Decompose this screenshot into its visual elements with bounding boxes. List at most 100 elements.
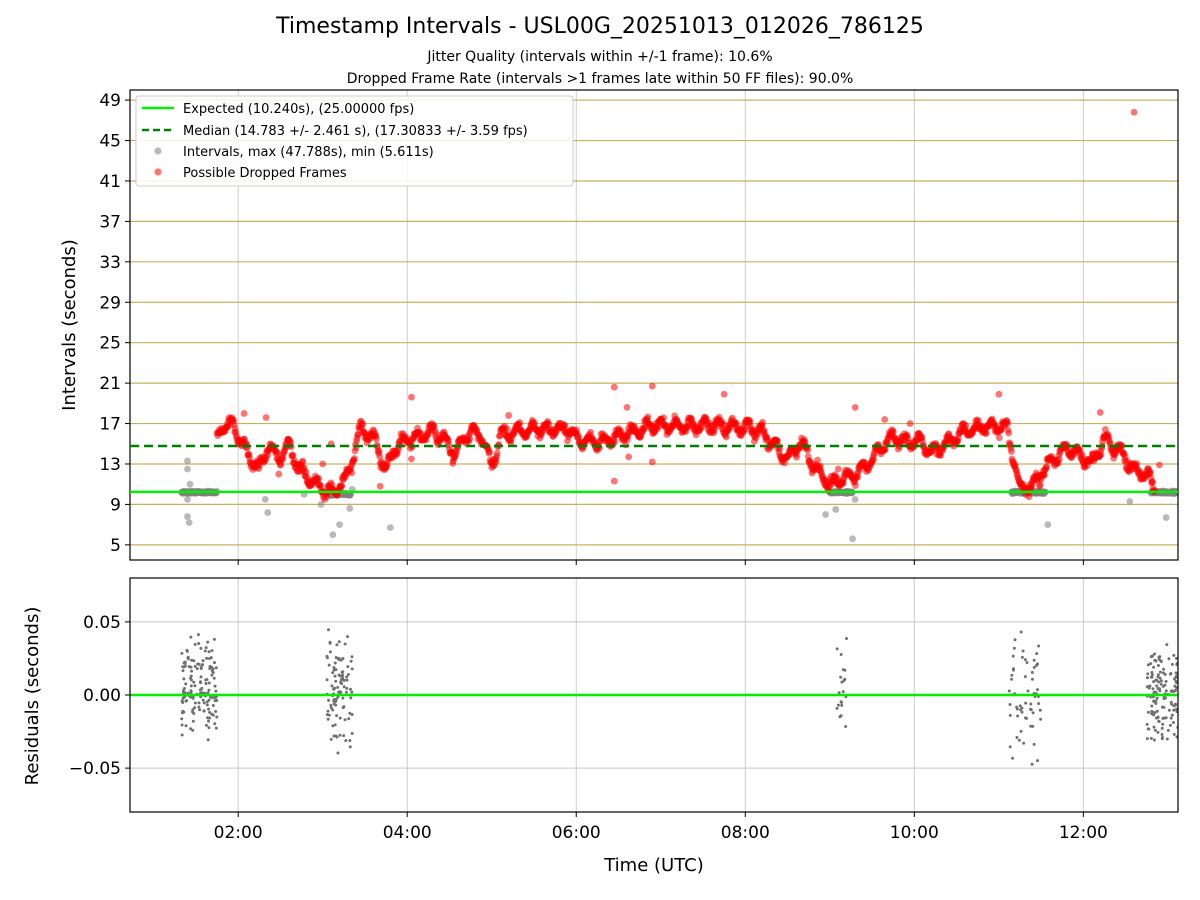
residual-point	[1151, 687, 1155, 691]
dropped-frame-point	[906, 420, 914, 427]
residual-point	[334, 668, 338, 672]
residual-point	[1161, 671, 1165, 675]
residual-point	[1162, 667, 1166, 671]
interval-point	[851, 495, 859, 503]
dropped-frame-point	[240, 410, 248, 417]
residual-point	[1157, 657, 1161, 661]
residual-point	[348, 745, 352, 749]
residual-point	[210, 669, 214, 673]
residual-point	[201, 698, 205, 702]
residual-point	[204, 646, 208, 650]
interval-point	[184, 513, 191, 520]
residual-point	[184, 724, 188, 728]
x-tick-label: 06:00	[552, 823, 601, 843]
dropped-frame-point	[1118, 442, 1126, 450]
dropped-frame-point	[486, 448, 493, 456]
residual-point	[1038, 708, 1042, 712]
residual-point	[215, 715, 219, 719]
dropped-frame-point	[531, 419, 538, 427]
residual-point	[1146, 672, 1150, 676]
residual-point	[348, 687, 352, 691]
residual-point	[1171, 720, 1175, 724]
residual-point	[1010, 677, 1014, 681]
residual-point	[1032, 658, 1036, 662]
residual-point	[341, 673, 345, 677]
residual-point	[187, 665, 191, 669]
residual-point	[1170, 662, 1174, 666]
residual-point	[193, 701, 197, 705]
dropped-frame-point	[995, 434, 1003, 442]
residual-point	[1152, 665, 1156, 669]
dropped-frame-point	[1097, 451, 1105, 458]
residual-point	[342, 734, 346, 738]
residual-point	[1012, 646, 1016, 650]
residual-point	[185, 649, 189, 653]
dropped-frame-point	[1096, 409, 1104, 416]
residual-point	[345, 678, 349, 682]
dropped-frame-point	[1130, 108, 1138, 116]
residual-point	[334, 734, 338, 738]
interval-point	[184, 457, 191, 465]
residual-point	[1155, 684, 1159, 688]
residual-point	[198, 681, 202, 685]
dropped-frame-point	[804, 446, 812, 454]
y-tick-label: 13	[99, 455, 121, 475]
dropped-frame-point	[814, 456, 821, 464]
residual-point	[1019, 630, 1023, 634]
residual-point	[197, 701, 201, 705]
residual-point	[207, 681, 211, 685]
legend-median-label: Median (14.783 +/- 2.461 s), (17.30833 +…	[183, 124, 528, 139]
residual-point	[203, 649, 207, 653]
residual-point	[1168, 672, 1172, 676]
residual-point	[332, 702, 336, 706]
dropped-frame-point	[852, 482, 859, 489]
residual-point	[207, 719, 211, 723]
residual-point	[1015, 736, 1019, 740]
dropped-frame-point	[444, 436, 452, 444]
residual-point	[840, 680, 844, 684]
dropped-frame-point	[1008, 448, 1015, 455]
residual-point	[186, 655, 190, 659]
residual-point	[1150, 673, 1154, 677]
residual-point	[1159, 679, 1163, 683]
y-tick-label: 0.05	[83, 613, 121, 633]
chart-subtitle-dropped: Dropped Frame Rate (intervals >1 frames …	[346, 71, 854, 87]
residual-point	[207, 707, 211, 711]
interval-point	[329, 531, 337, 539]
x-tick-label: 04:00	[383, 823, 432, 843]
dropped-frame-point	[854, 473, 861, 481]
interval-point	[849, 535, 857, 543]
chart-title: Timestamp Intervals - USL00G_20251013_01…	[276, 14, 924, 39]
residual-point	[337, 673, 341, 677]
residual-point	[1030, 762, 1034, 766]
y-tick-label: 5	[110, 536, 121, 556]
residual-point	[193, 706, 197, 710]
residual-point	[1175, 671, 1178, 675]
dropped-frame-point	[1040, 471, 1048, 479]
residual-point	[329, 703, 333, 707]
residual-point	[329, 706, 333, 710]
residual-point	[346, 665, 350, 669]
residual-point	[350, 731, 354, 735]
residual-point	[183, 691, 187, 695]
residual-point	[214, 726, 218, 730]
residual-point	[339, 680, 343, 684]
residual-point	[348, 711, 352, 715]
residual-point	[1025, 716, 1029, 720]
residual-point	[212, 661, 216, 665]
residual-point	[181, 709, 185, 713]
residual-point	[180, 733, 184, 737]
residual-point	[1037, 702, 1041, 706]
residual-point	[205, 703, 209, 707]
residual-point	[1175, 707, 1178, 711]
residuals-plot-ticks: −0.05 0.00 0.05 02:00 04:00 06:00 08:00 10:00 12…	[69, 613, 1108, 843]
residual-point	[1150, 655, 1154, 659]
interval-point	[317, 501, 325, 508]
dropped-frame-point	[376, 482, 384, 490]
residual-point	[214, 710, 218, 714]
interval-point	[346, 505, 354, 512]
legend-dropped-swatch	[154, 168, 162, 176]
residual-point	[199, 675, 203, 679]
residual-point	[350, 667, 354, 671]
residual-point	[333, 674, 337, 678]
